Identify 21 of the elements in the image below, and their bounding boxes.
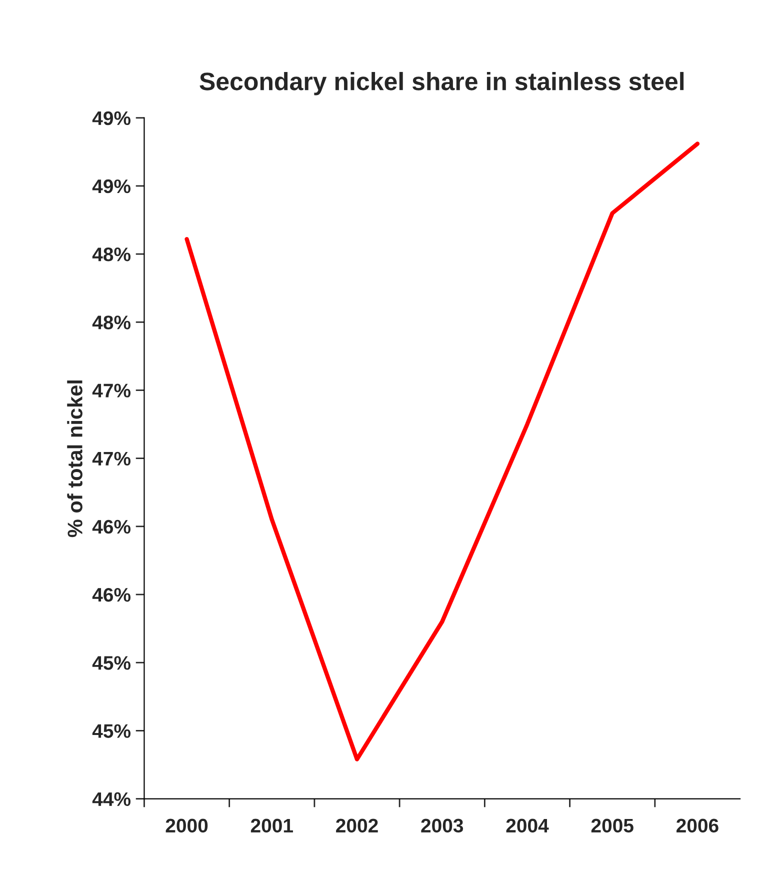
- x-tick-label: 2001: [250, 818, 293, 833]
- x-tick-label: 2000: [166, 818, 208, 833]
- x-tick-label: 2002: [336, 818, 378, 833]
- y-tick-label: 48%: [92, 316, 131, 330]
- line-series: [184, 142, 700, 762]
- y-tick-label: 44%: [92, 792, 131, 806]
- y-tick-label: 47%: [92, 452, 131, 466]
- y-tick-label: 47%: [92, 384, 131, 398]
- x-tick-label: 2006: [676, 818, 718, 833]
- chart-title: Secondary nickel share in stainless steel: [200, 72, 684, 96]
- y-tick-label: 46%: [92, 520, 131, 534]
- y-tick-label: 49%: [92, 111, 131, 126]
- y-tick-label: 46%: [92, 588, 131, 602]
- y-tick-label: 45%: [92, 724, 131, 738]
- y-tick-label: 45%: [92, 656, 131, 670]
- x-tick-label: 2003: [421, 818, 464, 833]
- x-tick-label: 2004: [506, 818, 549, 833]
- y-axis-title: % of total nickel: [67, 380, 82, 538]
- y-tick-label: 49%: [92, 179, 131, 194]
- x-tick-label: 2005: [591, 818, 634, 833]
- y-tick-label: 48%: [92, 248, 131, 262]
